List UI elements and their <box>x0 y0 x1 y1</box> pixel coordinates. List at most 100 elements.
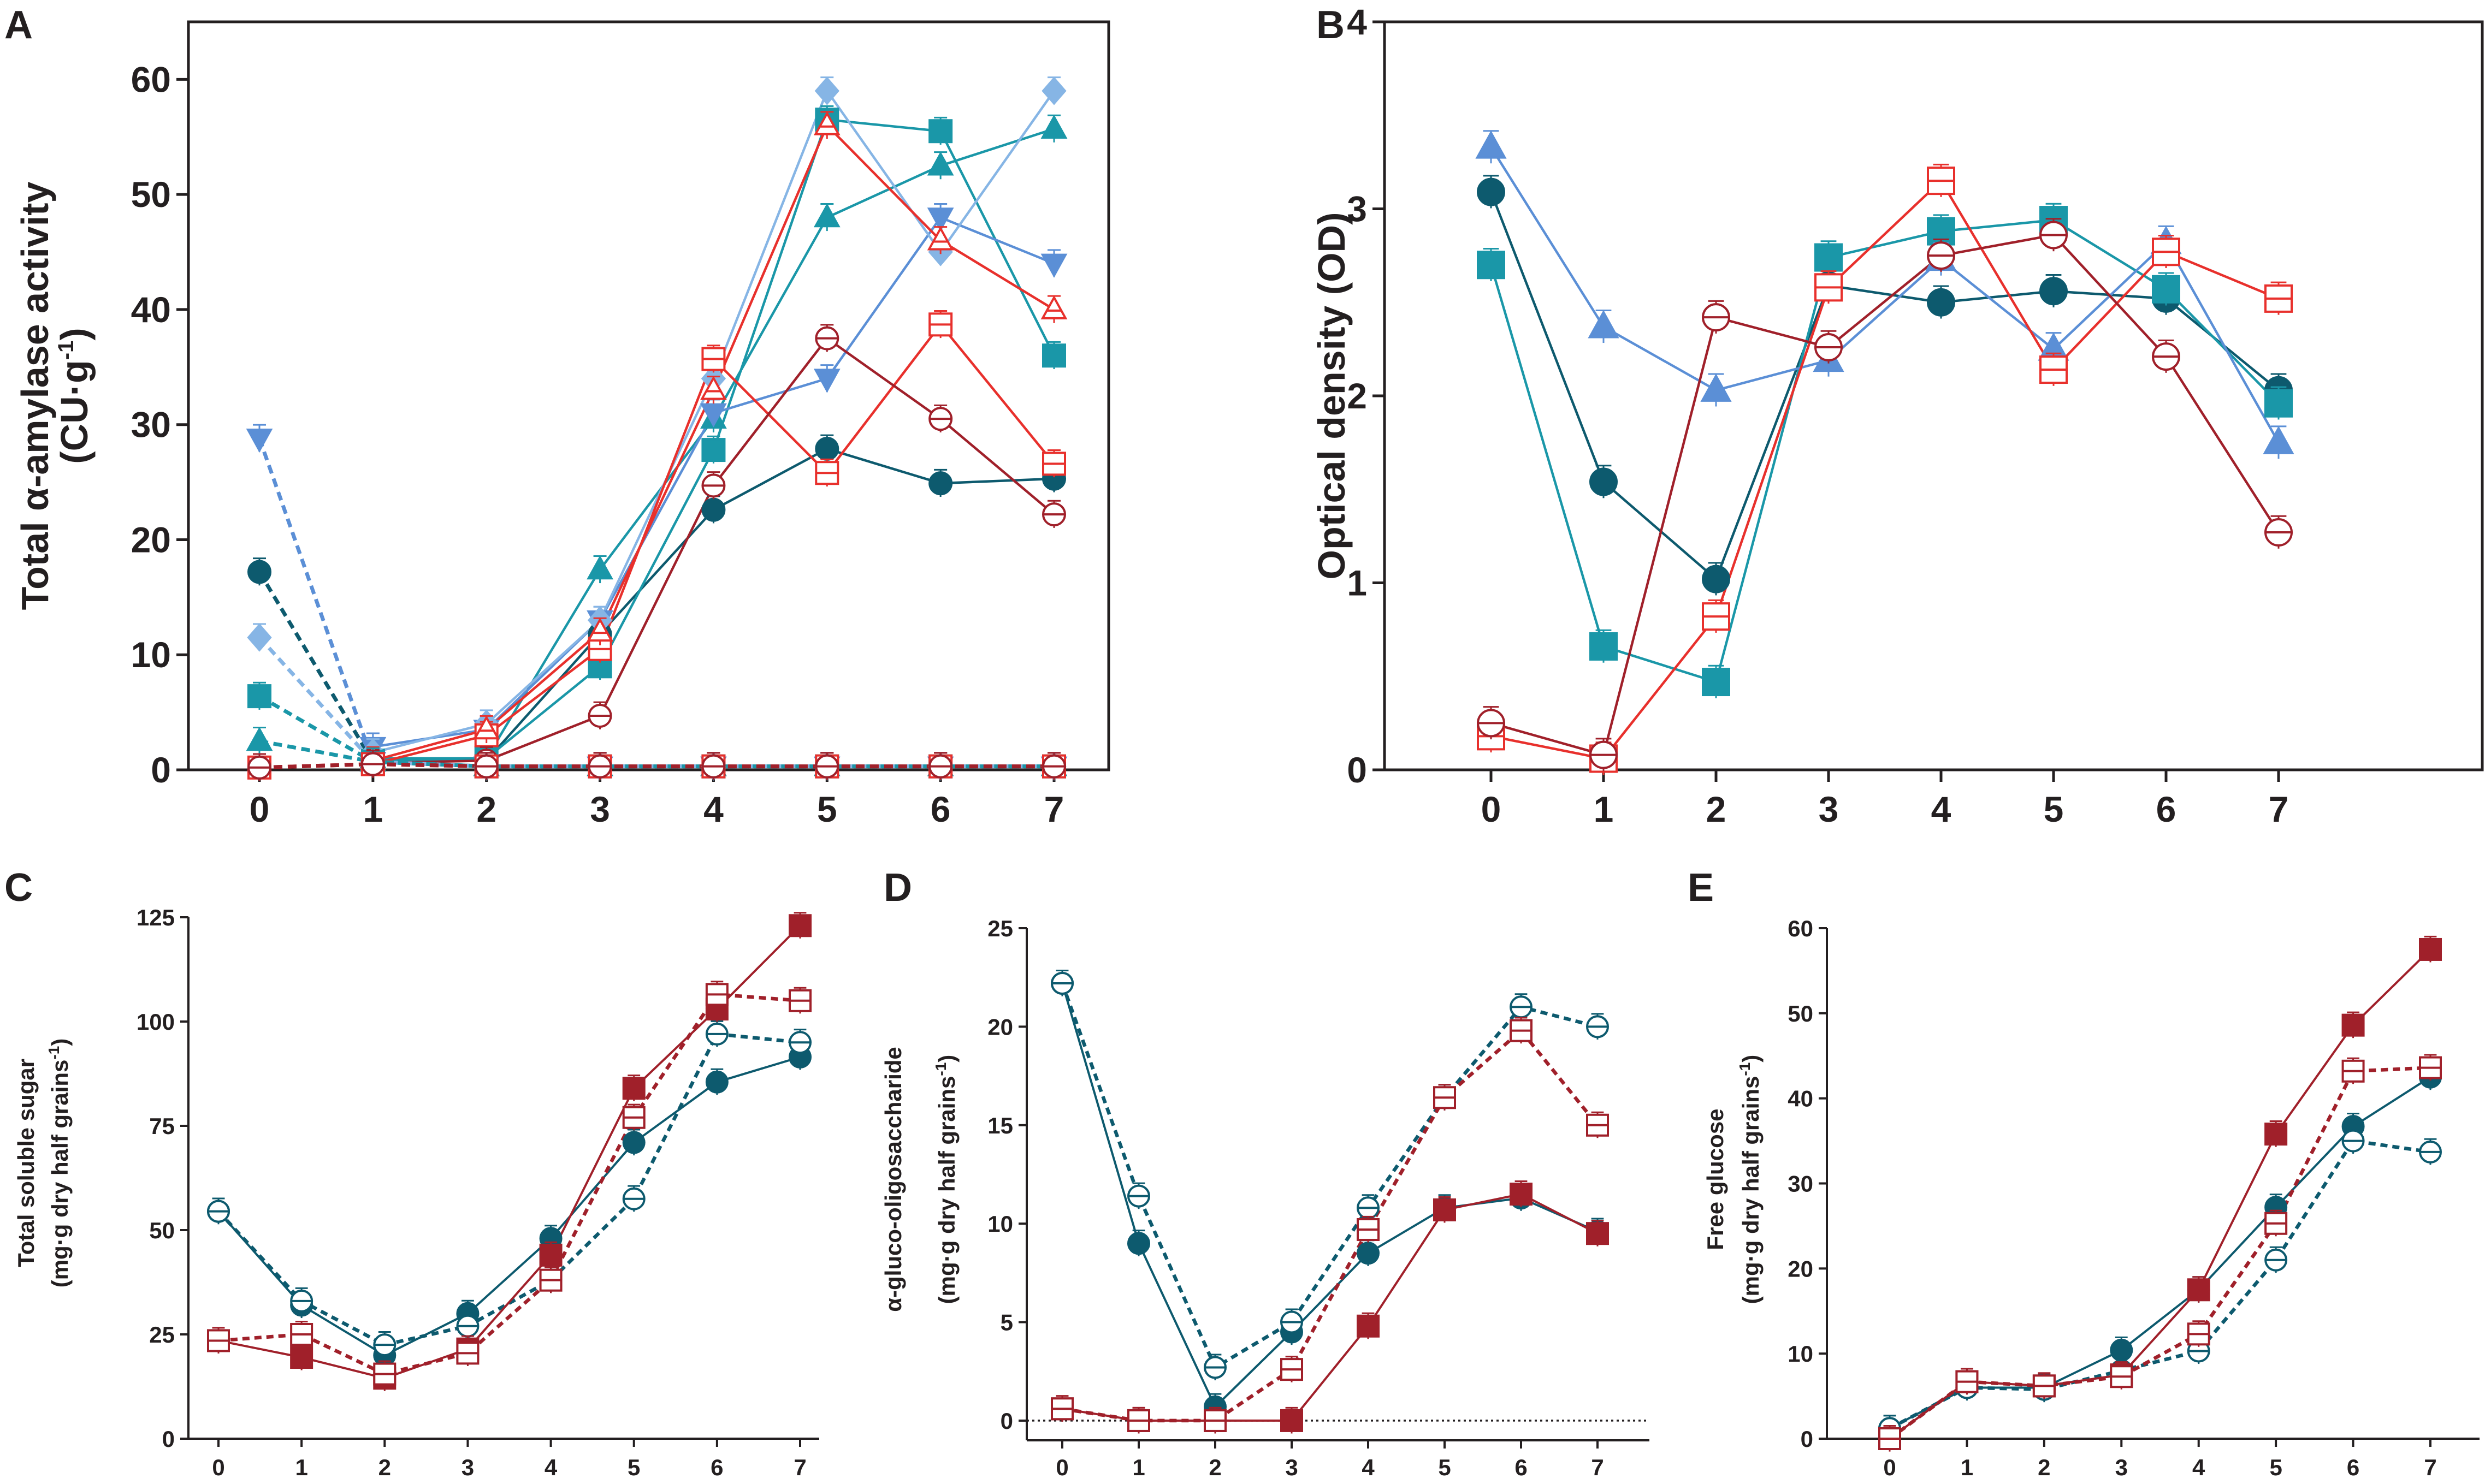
y-axis-unit-sup: -1 <box>1736 1062 1753 1076</box>
x-tick-label: 6 <box>2347 1455 2359 1480</box>
y-tick-label: 50 <box>149 1218 175 1243</box>
data-point-navy-circle-solid <box>928 471 953 496</box>
y-axis-unit-end: ) <box>53 328 96 340</box>
y-axis-label-text: Optical density (OD) <box>1310 212 1353 580</box>
series-line-darkred-square-solid <box>1062 1193 1598 1422</box>
y-axis-unit-text: (mg·g dry half grains <box>47 1060 73 1288</box>
y-tick-label: 0 <box>162 1426 175 1452</box>
y-tick-label: 20 <box>1788 1256 1813 1281</box>
y-tick-label: 50 <box>1788 1001 1813 1026</box>
x-tick-label: 5 <box>817 789 837 829</box>
y-axis-unit-text: (mg·g dry half grains <box>1738 1076 1764 1304</box>
x-tick-label: 1 <box>1594 789 1614 829</box>
data-point-teal-triangle-solid <box>587 555 613 580</box>
data-point-red-triangle-open <box>927 226 954 251</box>
data-point-navy-circle-solid <box>622 1131 646 1154</box>
x-tick-label: 3 <box>461 1455 474 1480</box>
y-axis-unit-sup: -1 <box>54 341 78 360</box>
x-tick-label: 2 <box>378 1455 391 1480</box>
x-tick-label: 5 <box>2044 789 2064 829</box>
y-axis-unit-end: ) <box>1738 1055 1764 1062</box>
y-axis-label: Optical density (OD) <box>1310 212 1353 580</box>
y-tick-label: 40 <box>1788 1086 1813 1112</box>
x-tick-label: 4 <box>1362 1455 1375 1480</box>
data-point-darkred-square-solid <box>1357 1314 1380 1338</box>
data-point-darkred-square-solid <box>1433 1198 1456 1221</box>
data-point-blue-triangle-down-solid <box>813 369 841 393</box>
y-tick-label: 60 <box>131 59 171 99</box>
data-point-teal-square <box>2152 275 2180 304</box>
y-axis-unit: (mg·g dry half grains-1) <box>932 1055 960 1304</box>
data-point-navy-circle <box>2039 277 2068 306</box>
x-tick-label: 4 <box>545 1455 558 1480</box>
data-point-teal-square-solid <box>701 438 726 462</box>
y-tick-label: 30 <box>1788 1171 1813 1197</box>
y-axis-unit-sup: -1 <box>932 1062 949 1076</box>
data-point-teal-triangle-solid <box>1040 114 1068 139</box>
data-point-teal-square <box>1702 668 1730 697</box>
x-tick-label: 0 <box>1056 1455 1068 1480</box>
data-point-darkred-square-solid <box>2419 937 2442 961</box>
data-point-navy-circle <box>1927 288 1955 317</box>
series-line-navy-circle-solid <box>1061 983 1598 1408</box>
x-tick-label: 3 <box>590 789 610 829</box>
data-point-darkred-square-solid <box>2187 1278 2210 1302</box>
data-point-navy-circle-solid <box>1127 1232 1150 1255</box>
panel-a: A 0 10 20 30 40 50 60 0 1 2 3 4 5 6 7 Total α-amylase ac… <box>4 3 1110 829</box>
data-point-teal-square <box>2264 389 2293 418</box>
y-axis-label-text: α-gluco-oligosaccharide <box>880 1047 906 1312</box>
data-point-teal-square-solid <box>928 119 953 144</box>
x-tick-label: 7 <box>1591 1455 1604 1480</box>
data-point-darkred-square-solid <box>290 1346 313 1369</box>
panel-letter-a: A <box>4 3 33 47</box>
series-line-teal-square <box>1489 218 2280 684</box>
y-tick-label: 10 <box>131 634 171 675</box>
data-point-blue-triangle-down-solid <box>1040 253 1068 278</box>
x-tick-label: 1 <box>1961 1455 1973 1480</box>
y-tick-label: 20 <box>131 519 171 560</box>
y-tick-label: 50 <box>131 174 171 215</box>
data-point-blue-triangle <box>1475 130 1507 159</box>
x-tick-label: 0 <box>1883 1455 1896 1480</box>
x-tick-label: 0 <box>212 1455 224 1480</box>
data-point-blue-triangle <box>2263 426 2294 454</box>
x-tick-label: 4 <box>2192 1455 2205 1480</box>
y-axis-unit: (mg·g dry half grains-1) <box>1736 1055 1764 1304</box>
data-point-navy-circle-solid <box>705 1070 729 1094</box>
data-point-navy-circle-dashed <box>247 560 271 584</box>
series-markers <box>207 912 812 1391</box>
series-line-darkred-square-dashed <box>218 993 801 1376</box>
x-tick-label: 1 <box>1132 1455 1145 1480</box>
x-tick-label: 6 <box>2156 789 2176 829</box>
data-point-teal-square-solid <box>1042 343 1066 368</box>
y-axis-label: α-gluco-oligosaccharide <box>880 1047 906 1312</box>
y-axis-unit: (CU·g-1) <box>53 328 96 464</box>
series-line-darkred-square-dashed <box>1062 1029 1599 1423</box>
y-tick-label: 100 <box>137 1009 175 1035</box>
y-axis-unit-text: (CU·g <box>53 360 96 464</box>
x-tick-label: 6 <box>1514 1455 1527 1480</box>
panel-c: C 0 25 50 75 100 125 0 1 2 3 4 5 6 7 Total soluble suga… <box>4 866 819 1480</box>
data-point-teal-triangle-solid <box>927 151 954 176</box>
series-markers <box>1475 130 2294 775</box>
y-tick-label: 1 <box>1347 563 1367 603</box>
y-axis-label-text: Total soluble sugar <box>13 1059 39 1267</box>
data-point-red-triangle-open <box>1040 295 1068 319</box>
y-tick-label: 25 <box>149 1322 175 1348</box>
data-point-teal-square <box>1477 251 1505 280</box>
y-tick-label: 0 <box>1347 750 1367 790</box>
y-tick-label: 20 <box>987 1014 1013 1040</box>
y-tick-label: 3 <box>1347 189 1367 229</box>
data-point-red-triangle-open <box>700 376 727 400</box>
data-point-navy-circle-solid <box>701 497 726 522</box>
data-point-navy-circle-solid <box>815 436 839 461</box>
data-point-darkred-square-solid <box>2264 1123 2288 1146</box>
x-tick-label: 2 <box>476 789 496 829</box>
data-point-darkred-square-solid <box>789 914 812 937</box>
x-tick-label: 5 <box>2269 1455 2282 1480</box>
data-point-blue-triangle-down-solid <box>700 403 727 428</box>
panel-letter-d: D <box>884 866 912 910</box>
x-tick-label: 1 <box>363 789 383 829</box>
series-line-darkred-square-solid <box>218 924 801 1380</box>
plot-frame <box>187 20 1110 771</box>
